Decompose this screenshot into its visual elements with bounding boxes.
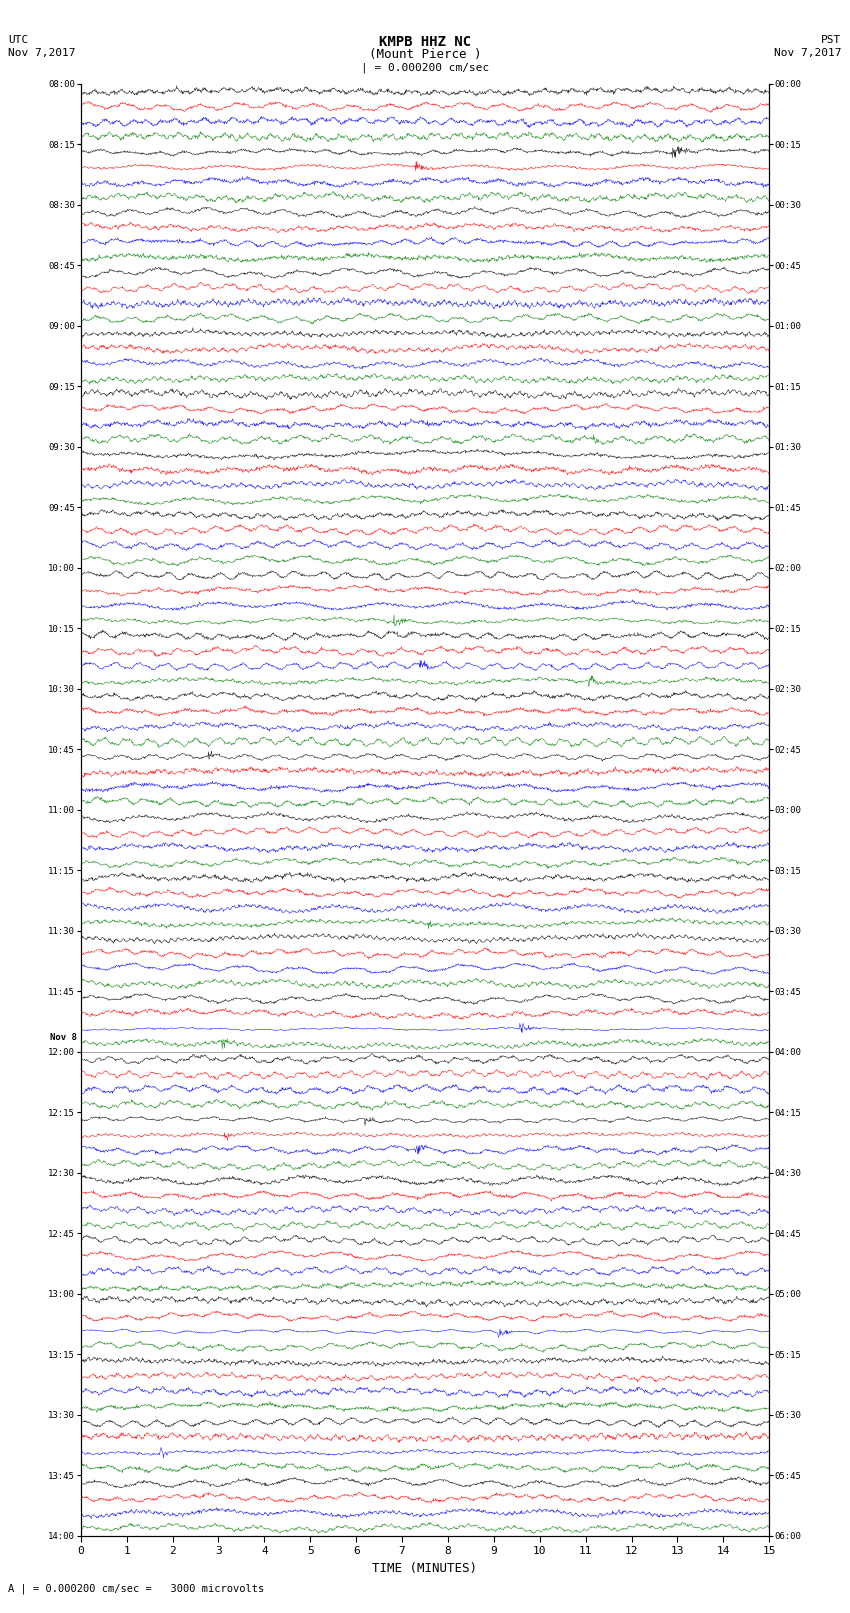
Text: KMPB HHZ NC: KMPB HHZ NC xyxy=(379,35,471,50)
Text: Nov 7,2017: Nov 7,2017 xyxy=(774,48,842,58)
Text: Nov 8: Nov 8 xyxy=(49,1032,76,1042)
X-axis label: TIME (MINUTES): TIME (MINUTES) xyxy=(372,1561,478,1574)
Text: A | = 0.000200 cm/sec =   3000 microvolts: A | = 0.000200 cm/sec = 3000 microvolts xyxy=(8,1582,264,1594)
Text: Nov 7,2017: Nov 7,2017 xyxy=(8,48,76,58)
Text: (Mount Pierce ): (Mount Pierce ) xyxy=(369,48,481,61)
Text: UTC: UTC xyxy=(8,35,29,45)
Text: | = 0.000200 cm/sec: | = 0.000200 cm/sec xyxy=(361,63,489,74)
Text: PST: PST xyxy=(821,35,842,45)
